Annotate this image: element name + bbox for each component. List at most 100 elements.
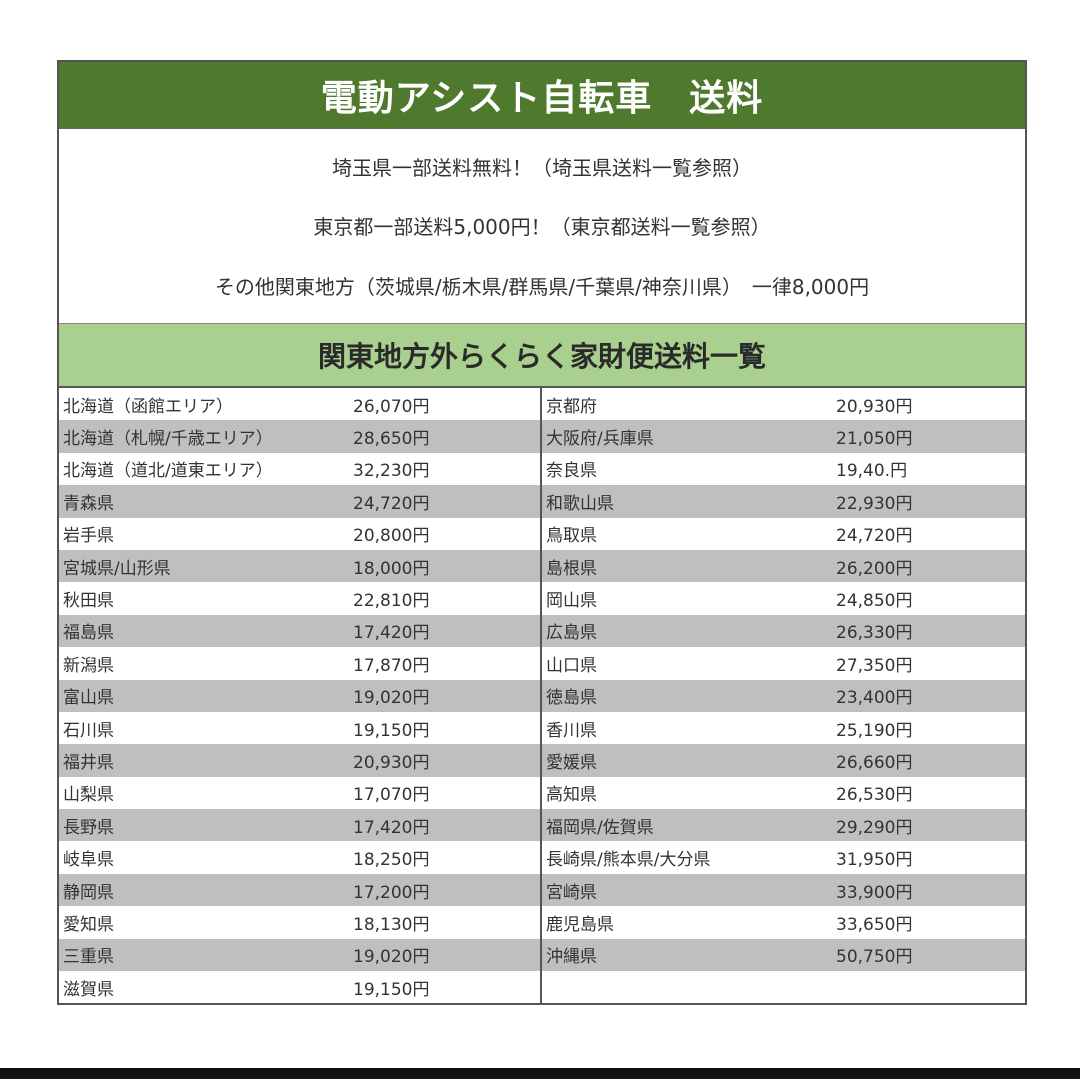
shipping-price: 22,930円 <box>836 493 913 514</box>
table-row: 長野県 17,420円 <box>59 809 540 842</box>
fee-column-left: 北海道（函館エリア） 26,070円 北海道（札幌/千歳エリア） 28,650円 北海道… <box>59 388 542 1004</box>
region-name: 山口県 <box>546 655 597 676</box>
region-name: 宮崎県 <box>546 882 597 903</box>
shipping-price: 25,190円 <box>836 720 913 741</box>
shipping-price: 31,950円 <box>836 850 913 871</box>
shipping-price: 19,020円 <box>353 947 430 968</box>
region-name: 愛知県 <box>63 914 114 935</box>
shipping-price: 21,050円 <box>836 429 913 450</box>
table-row: 岡山県 24,850円 <box>542 582 1025 614</box>
table-row: 愛媛県 26,660円 <box>542 744 1025 777</box>
table-row: 鹿児島県 33,650円 <box>542 906 1025 938</box>
table-row: 山口県 27,350円 <box>542 647 1025 679</box>
table-row: 宮城県/山形県 18,000円 <box>59 549 540 583</box>
shipping-price: 17,420円 <box>353 817 430 838</box>
table-row: 三重県 19,020円 <box>59 938 540 972</box>
region-name: 北海道（函館エリア） <box>63 396 233 417</box>
shipping-fee-sheet: 電動アシスト自転車 送料 埼玉県一部送料無料！（埼玉県送料一覧参照） 東京都一部… <box>57 60 1027 1005</box>
region-name: 香川県 <box>546 720 597 741</box>
shipping-price: 19,150円 <box>353 720 430 741</box>
region-name: 徳島県 <box>546 688 597 709</box>
shipping-price: 18,250円 <box>353 850 430 871</box>
shipping-price: 18,000円 <box>353 558 430 579</box>
table-row: 鳥取県 24,720円 <box>542 518 1025 550</box>
shipping-price: 50,750円 <box>836 947 913 968</box>
shipping-price: 19,40.円 <box>836 461 908 482</box>
info-tokyo: 東京都一部送料5,000円！（東京都送料一覧参照） <box>313 215 771 240</box>
table-row: 大阪府/兵庫県 21,050円 <box>542 420 1025 453</box>
shipping-price: 22,810円 <box>353 591 430 612</box>
region-name: 長崎県/熊本県/大分県 <box>546 850 711 871</box>
shipping-price: 26,660円 <box>836 752 913 773</box>
shipping-price: 19,150円 <box>353 979 430 1000</box>
shipping-price: 24,720円 <box>353 493 430 514</box>
shipping-price: 20,930円 <box>836 396 913 417</box>
shipping-price: 28,650円 <box>353 429 430 450</box>
fee-table: 北海道（函館エリア） 26,070円 北海道（札幌/千歳エリア） 28,650円 北海道… <box>59 388 1025 1004</box>
region-name: 北海道（道北/道東エリア） <box>63 461 273 482</box>
table-row: 福岡県/佐賀県 29,290円 <box>542 809 1025 842</box>
table-row: 愛知県 18,130円 <box>59 906 540 938</box>
region-name: 山梨県 <box>63 785 114 806</box>
table-row: 北海道（道北/道東エリア） 32,230円 <box>59 453 540 485</box>
table-row: 秋田県 22,810円 <box>59 582 540 614</box>
shipping-price: 29,290円 <box>836 817 913 838</box>
region-name: 京都府 <box>546 396 597 417</box>
shipping-price: 19,020円 <box>353 688 430 709</box>
bottom-bar <box>0 1068 1080 1079</box>
region-name: 三重県 <box>63 947 114 968</box>
table-row: 沖縄県 50,750円 <box>542 938 1025 972</box>
shipping-price: 24,720円 <box>836 526 913 547</box>
region-name: 北海道（札幌/千歳エリア） <box>63 429 273 450</box>
shipping-price: 17,070円 <box>353 785 430 806</box>
region-name: 奈良県 <box>546 461 597 482</box>
region-name: 新潟県 <box>63 655 114 676</box>
info-saitama: 埼玉県一部送料無料！（埼玉県送料一覧参照） <box>332 156 752 181</box>
table-row: 岐阜県 18,250円 <box>59 841 540 873</box>
table-row: 福島県 17,420円 <box>59 614 540 648</box>
table-row: 京都府 20,930円 <box>542 388 1025 420</box>
shipping-price: 26,200円 <box>836 558 913 579</box>
shipping-price: 20,800円 <box>353 526 430 547</box>
region-name: 秋田県 <box>63 591 114 612</box>
table-row: 島根県 26,200円 <box>542 549 1025 583</box>
region-name: 島根県 <box>546 558 597 579</box>
region-name: 岩手県 <box>63 526 114 547</box>
table-row: 静岡県 17,200円 <box>59 873 540 907</box>
shipping-price: 17,870円 <box>353 655 430 676</box>
region-name: 滋賀県 <box>63 979 114 1000</box>
region-name: 岡山県 <box>546 591 597 612</box>
table-row: 和歌山県 22,930円 <box>542 485 1025 518</box>
table-row: 奈良県 19,40.円 <box>542 453 1025 485</box>
region-name: 福島県 <box>63 623 114 644</box>
info-kanto-other: その他関東地方（茨城県/栃木県/群馬県/千葉県/神奈川県） 一律8,000円 <box>214 274 870 299</box>
shipping-price: 20,930円 <box>353 752 430 773</box>
table-row: 福井県 20,930円 <box>59 744 540 777</box>
region-name: 福井県 <box>63 752 114 773</box>
shipping-price: 17,200円 <box>353 882 430 903</box>
page-title: 電動アシスト自転車 送料 <box>59 62 1025 129</box>
shipping-price: 32,230円 <box>353 461 430 482</box>
region-name: 岐阜県 <box>63 850 114 871</box>
shipping-price: 17,420円 <box>353 623 430 644</box>
region-name: 福岡県/佐賀県 <box>546 817 654 838</box>
table-row: 新潟県 17,870円 <box>59 647 540 679</box>
table-row: 北海道（札幌/千歳エリア） 28,650円 <box>59 420 540 453</box>
fee-column-right: 京都府 20,930円大阪府/兵庫県 21,050円奈良県 19,40.円和歌山県 22… <box>542 388 1025 1003</box>
shipping-price: 26,330円 <box>836 623 913 644</box>
shipping-price: 26,070円 <box>353 396 430 417</box>
shipping-price: 23,400円 <box>836 688 913 709</box>
table-row: 高知県 26,530円 <box>542 777 1025 809</box>
table-row: 北海道（函館エリア） 26,070円 <box>59 388 540 420</box>
region-name: 沖縄県 <box>546 947 597 968</box>
table-row: 山梨県 17,070円 <box>59 777 540 809</box>
table-row: 石川県 19,150円 <box>59 712 540 744</box>
shipping-price: 18,130円 <box>353 914 430 935</box>
region-name: 静岡県 <box>63 882 114 903</box>
table-row <box>542 971 1025 1003</box>
region-name: 長野県 <box>63 817 114 838</box>
region-name: 青森県 <box>63 493 114 514</box>
table-row: 長崎県/熊本県/大分県 31,950円 <box>542 841 1025 873</box>
table-row: 滋賀県 19,150円 <box>59 971 540 1003</box>
region-name: 石川県 <box>63 720 114 741</box>
